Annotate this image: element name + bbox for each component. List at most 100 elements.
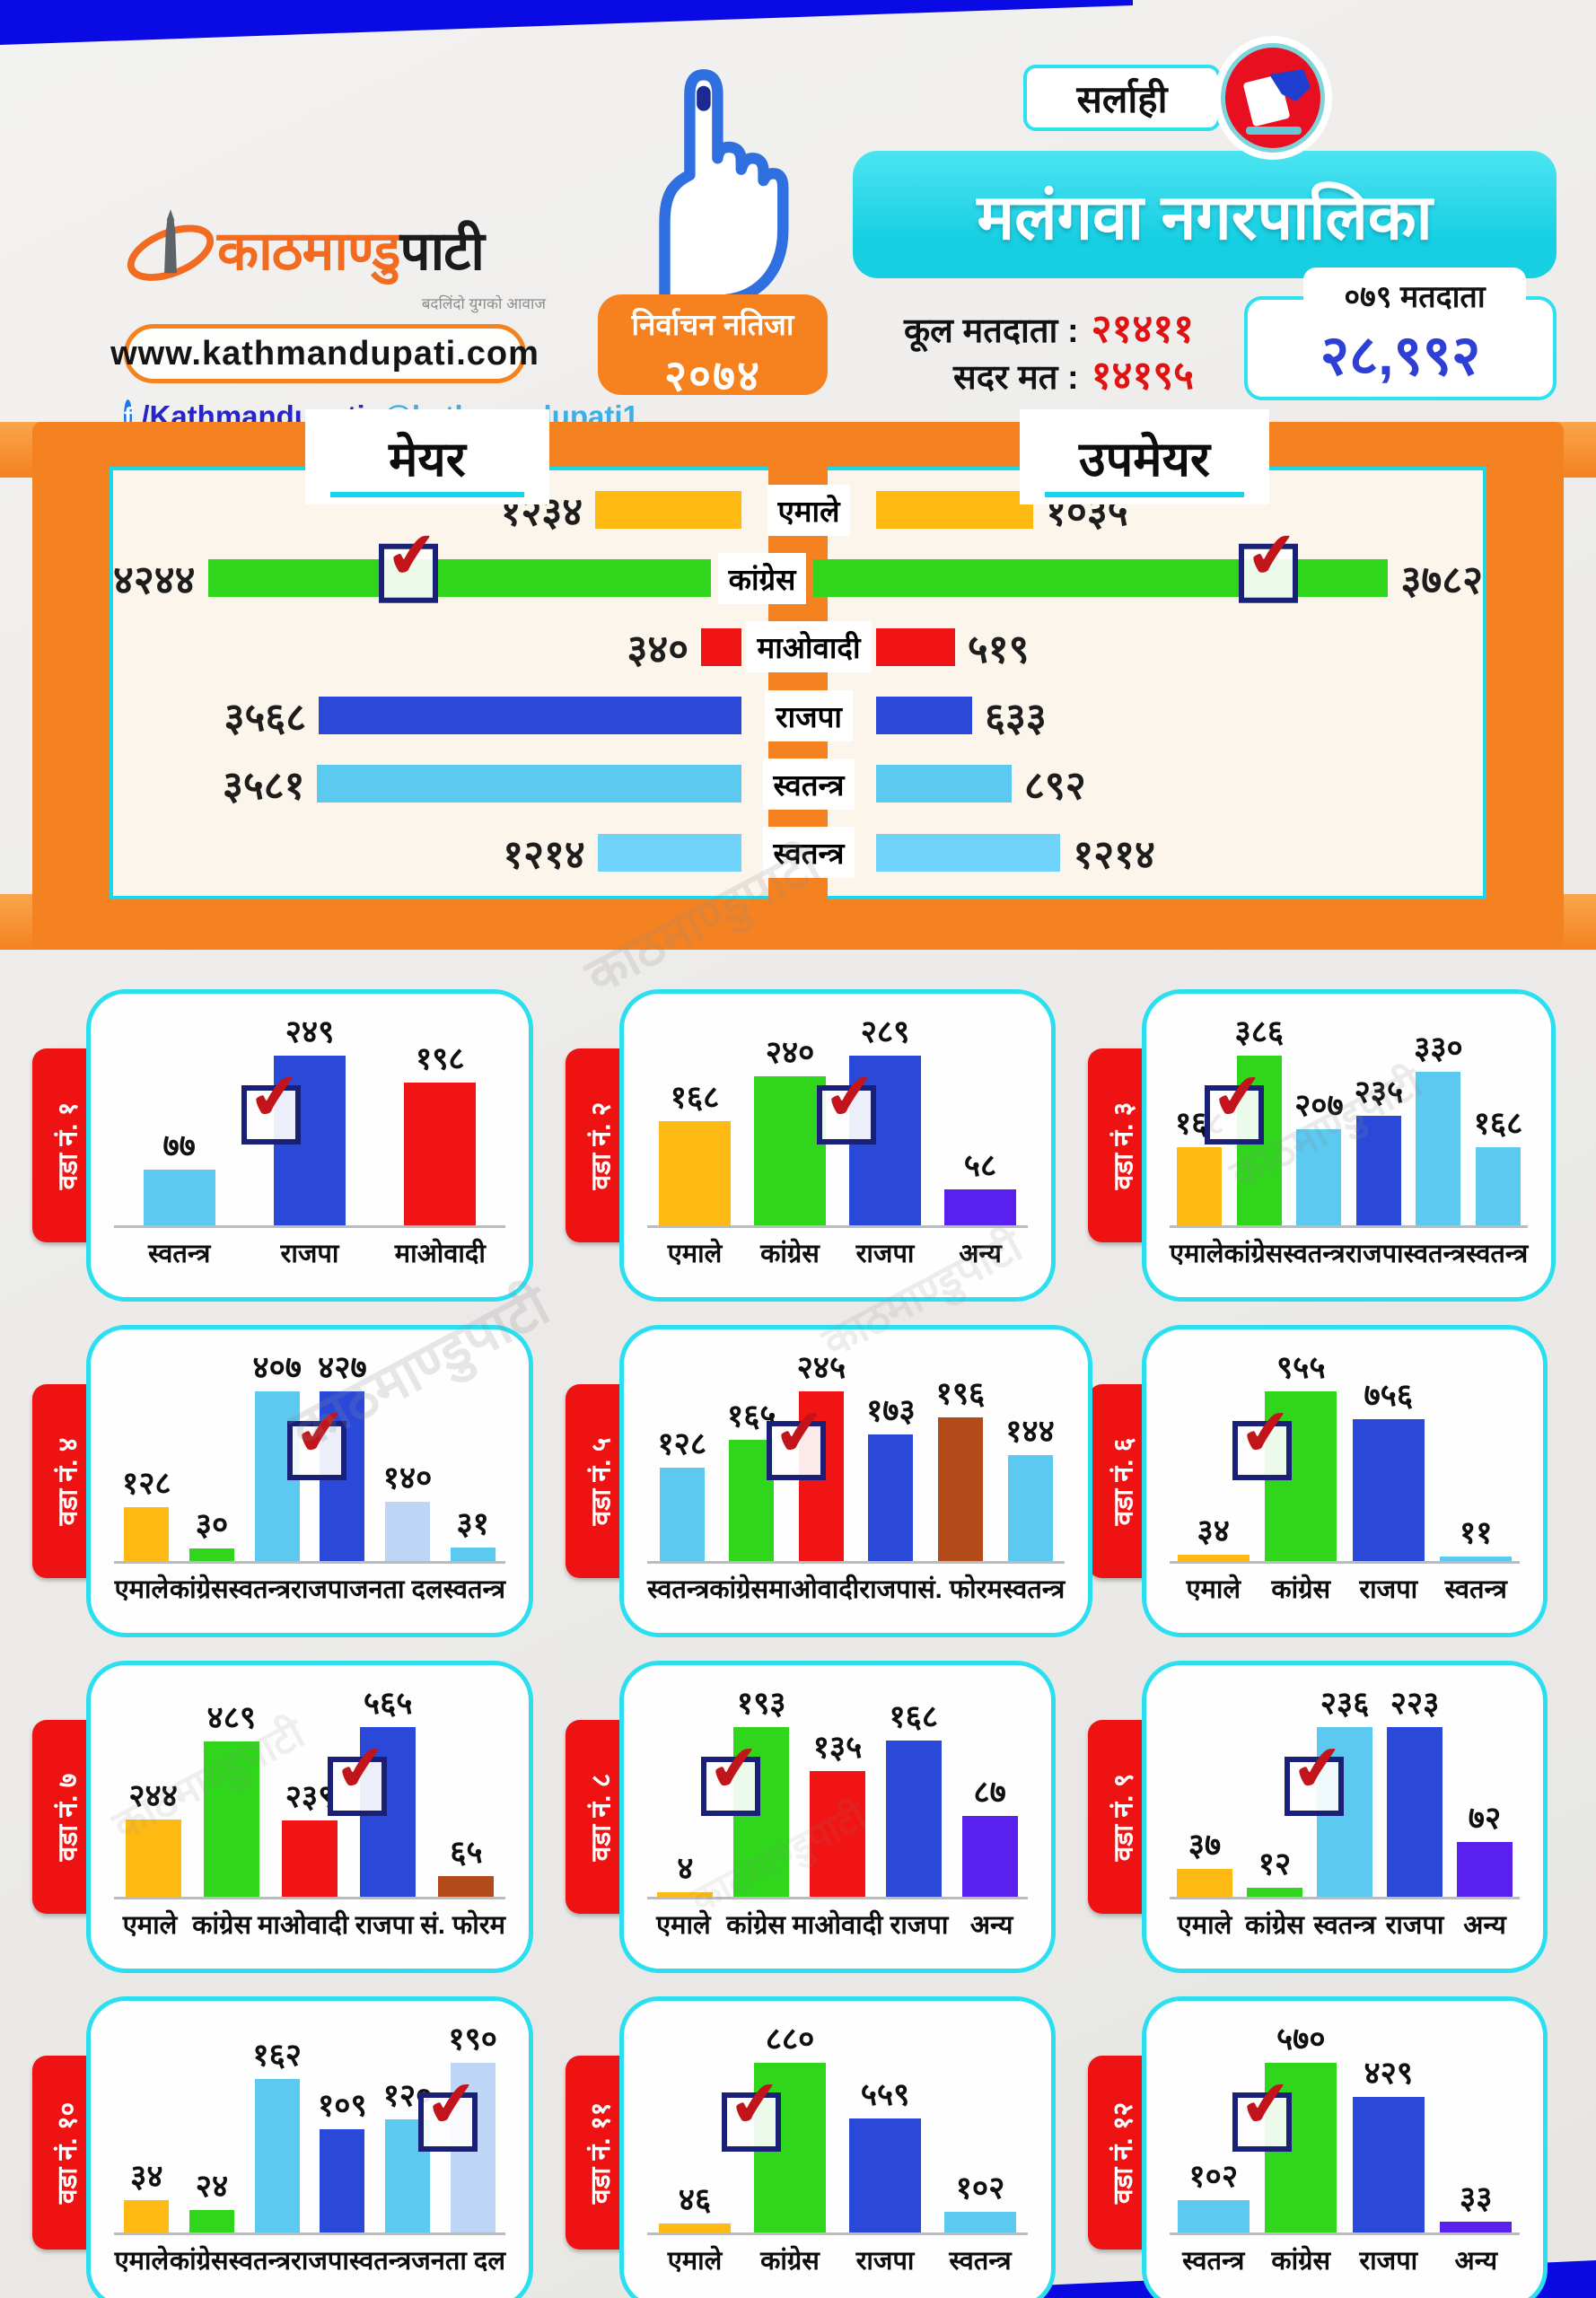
website-link[interactable]: www.kathmandupati.com [110, 324, 539, 383]
bar-column: १२८ [114, 1346, 180, 1561]
valid-votes-value: १४१९५ [1091, 354, 1194, 398]
bar-value: १४० [382, 1460, 433, 1495]
municipality-title: मलंगवा नगरपालिका [853, 151, 1557, 278]
brand-row: काठमाण्डुपाटी [124, 205, 546, 298]
bar-value: ५६५ [363, 1686, 413, 1721]
bar-category-label: राजपा [890, 1911, 949, 1940]
bar-value: २८९ [860, 1014, 910, 1049]
ward-axis-labels: एमाले कांग्रेस स्वतन्त्र राजपा स्वतन्त्र जनता… [114, 2242, 505, 2277]
bar-value: १६२ [252, 2038, 302, 2073]
bar-value: ४२७ [318, 1350, 367, 1385]
mayor-bar [595, 491, 741, 530]
ward-axis-labels: एमाले कांग्रेस स्वतन्त्र राजपा स्वतन्त्र स्वत… [1170, 1235, 1528, 1270]
bar-category-label: जनता दल [411, 2247, 505, 2276]
bar [404, 1083, 477, 1225]
bar-column: २४० [742, 1010, 837, 1225]
bar-value: ४६ [678, 2182, 712, 2217]
race-row: १२१४ स्वतन्त्र १२१४ [113, 824, 1483, 881]
total-voters-row: कूल मतदाता : २१४११ [853, 300, 1194, 351]
bar [1440, 1557, 1513, 1561]
race-row: ४२४४ ✔ कांग्रेस ✔ ३७८२ [113, 518, 1483, 607]
bar [1416, 1072, 1461, 1225]
ward-number-label: वडा नं. ७ [53, 1773, 83, 1861]
bar [961, 1816, 1018, 1897]
bar: ✔ [1232, 1391, 1337, 1561]
bar-column: १६८ [875, 1681, 951, 1897]
ward-chart: वडा नं. १ ७७ २४९ ✔ १९८ स्वतन्त्र राजपा माओवादी [32, 989, 533, 1302]
bar-category-label: कांग्रेस [709, 1575, 769, 1604]
bar-column: ३१ [440, 1346, 505, 1561]
winner-check-icon: ✔ [817, 1059, 881, 1145]
bar-category-label: राजपा [1359, 2247, 1418, 2276]
total-voters-label: कूल मतदाता : [903, 312, 1079, 350]
bar-category-label: राजपा [859, 1575, 918, 1604]
election-year: २०७४ [664, 353, 761, 400]
bar-category-label: राजपा [355, 1911, 414, 1940]
winner-check-icon: ✔ [328, 1731, 391, 1816]
ward-chart-card: ४६ ८८० ✔ ५५९ १०२ एमाले कांग्रेस राजपा स्वतन्त्र [619, 1996, 1056, 2298]
bar-column: १२८ [647, 1346, 717, 1561]
bar [809, 1771, 865, 1897]
bar-column: ७७ [114, 1010, 244, 1225]
bar-category-label: कांग्रेस [169, 1575, 229, 1604]
bar-category-label: माओवादी [258, 1911, 349, 1940]
ward-axis-labels: एमाले कांग्रेस स्वतन्त्र राजपा अन्य [1170, 1907, 1520, 1942]
bar-column: ४२७ ✔ [287, 1346, 375, 1561]
bar-value: १९० [448, 2022, 497, 2057]
bar-category-label: कांग्रेस [1271, 2247, 1331, 2276]
mayor-vote-value: ३५६८ [224, 696, 307, 741]
ward-axis-labels: स्वतन्त्र राजपा माओवादी [114, 1235, 505, 1270]
bar-column: ४८९ [192, 1681, 270, 1897]
bar-category-label: अन्य [1463, 1911, 1506, 1940]
valid-votes-row: सदर मत : १४१९५ [853, 346, 1194, 398]
bar-column: १७३ [856, 1346, 926, 1561]
deputy-bar-zone: ✔ ३७८२ [813, 518, 1483, 605]
ward-chart-card: १२८ १६५ २४५ ✔ १७३ १९६ १४४ स्वतन्त्र कांग्रेस माओव… [619, 1325, 1093, 1637]
party-label-strip: स्वतन्त्र [741, 827, 876, 879]
bar [1355, 1116, 1401, 1225]
bar: ✔ [1232, 2063, 1337, 2232]
bar-column: १०२ [1170, 2017, 1258, 2232]
bar-category-label: स्वतन्त्र [1313, 1911, 1376, 1940]
bar-value: ७२ [1468, 1801, 1502, 1836]
deputy-bar-zone: ५१९ [876, 620, 1483, 674]
deputy-bar-zone: ६३३ [876, 689, 1483, 742]
deputy-bar [876, 833, 1061, 872]
bar-value: १०९ [318, 2088, 367, 2123]
ward-axis-labels: एमाले कांग्रेस स्वतन्त्र राजपा जनता दल स्वतन्… [114, 1571, 505, 1606]
bar-category-label: कांग्रेस [169, 2247, 229, 2276]
bar-value: ३४ [1197, 1513, 1230, 1548]
bar-category-label: अन्य [959, 1240, 1002, 1268]
ward-plot: १६८ ३८६ ✔ २०७ २३५ ३३० १६८ [1170, 1010, 1529, 1228]
bar [937, 1417, 983, 1561]
deputy-vote-value: ३७८२ [1400, 558, 1483, 603]
election-result-label: निर्वाचन नतिजा [631, 308, 794, 341]
bar-column: २२३ [1380, 1681, 1450, 1897]
bar-column: १०२ [933, 2017, 1028, 2232]
bar-category-label: स्वतन्त्र [1465, 1240, 1529, 1268]
brand-wordmark: काठमाण्डुपाटी [217, 205, 485, 298]
bar: ✔ [817, 1056, 921, 1225]
check-mark-icon: ✔ [705, 1731, 765, 1806]
valid-votes-label: सदर मत : [953, 359, 1079, 397]
bar [944, 2212, 1016, 2232]
bar-category-label: स्वतन्त्र [1403, 1240, 1466, 1268]
bar-column: २४९ ✔ [241, 1010, 374, 1225]
bar-value: ३८६ [1234, 1014, 1285, 1049]
winner-check-icon: ✔ [241, 1059, 305, 1145]
bar-category-label: स्वतन्त्र [348, 2247, 412, 2276]
mayor-bar-zone: ३५८१ [113, 757, 741, 811]
bar-column: १६२ [244, 2017, 310, 2232]
deputy-vote-value: १२१४ [1073, 832, 1155, 877]
bar-column: १९८ [375, 1010, 505, 1225]
bar-value: ५७० [1276, 2022, 1326, 2057]
ward-number-label: वडा नं. १० [53, 2101, 83, 2204]
bar [1177, 2200, 1250, 2232]
election-result-badge: निर्वाचन नतिजा २०७४ [598, 294, 828, 400]
bar: ✔ [241, 1056, 346, 1225]
bar-column: २३६ ✔ [1285, 1681, 1380, 1897]
ward-chart: वडा नं. १० ३४ २४ १६२ १०९ १२० १९० ✔ एमाले कांग्रेस… [32, 1996, 533, 2298]
party-label: कांग्रेस [717, 552, 807, 604]
ward-chart: वडा नं. ६ ३४ ९५५ ✔ ७५६ ११ एमाले कांग्रेस राजपा स्… [1088, 1325, 1548, 1637]
race-row: ३४० माओवादी ५१९ [113, 618, 1483, 676]
